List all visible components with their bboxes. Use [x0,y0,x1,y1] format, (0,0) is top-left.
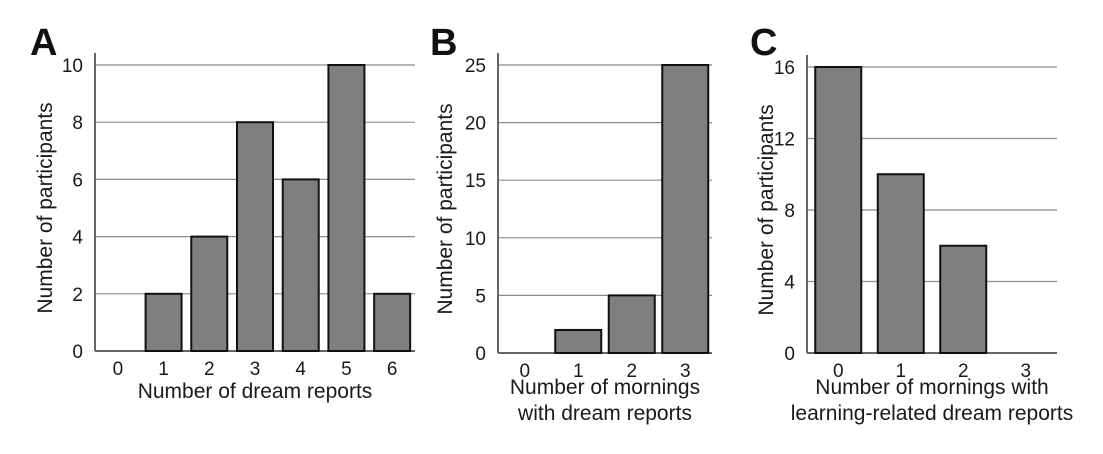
x-tick-label: 2 [958,361,969,382]
bar [190,235,229,353]
y-tick-label: 4 [784,273,795,294]
bar [661,64,710,354]
y-tick-label: 15 [465,171,486,192]
x-tick-label: 6 [387,359,398,380]
y-tick-label: 10 [62,56,83,77]
y-axis-title: Number of participants [34,102,57,313]
x-axis-title: learning-related dream reports [791,402,1073,425]
chart-panel-b: 0 5 10 15 20 25 0 1 2 3 B Number of participants Num… [430,22,712,425]
y-tick-label: 10 [465,229,486,250]
x-axis-title: with dream reports [517,402,692,425]
x-tick-label: 5 [341,359,352,380]
bar [327,64,366,352]
y-tick-label: 8 [72,113,83,134]
bar [144,292,183,352]
x-axis-title: Number of mornings with [815,376,1048,399]
bar [373,292,412,352]
x-tick-label: 2 [204,359,215,380]
y-tick-label: 12 [774,130,795,151]
bar [876,173,925,354]
y-tick-label: 0 [475,344,486,365]
x-tick-label: 4 [295,359,306,380]
panel-label: B [430,22,457,64]
x-tick-label: 3 [250,359,261,380]
y-tick-label: 5 [475,286,486,307]
x-tick-label: 1 [573,361,584,382]
y-tick-label: 20 [465,114,486,135]
y-tick-label: 16 [774,58,795,79]
y-tick-label: 4 [72,228,83,249]
y-tick-label: 6 [72,170,83,191]
bar [814,66,863,354]
bar [607,294,656,354]
x-tick-label: 0 [833,361,844,382]
y-tick-label: 8 [784,201,795,222]
x-tick-label: 2 [626,361,637,382]
panel-label: C [750,22,777,64]
bar [281,178,320,352]
x-tick-label: 1 [158,359,169,380]
y-tick-label: 25 [465,56,486,77]
panel-label: A [30,22,57,64]
chart-panel-a: 0 2 4 6 8 10 0 1 2 3 4 5 6 A Number of participants Num… [30,22,415,403]
y-tick-label: 0 [72,342,83,363]
y-axis-title: Number of participants [434,103,457,314]
x-axis-title: Number of dream reports [138,380,373,403]
y-axis-title: Number of participants [755,104,778,315]
bar [554,328,603,354]
x-tick-label: 1 [895,361,906,382]
x-axis-title: Number of mornings [510,376,700,399]
y-tick-label: 2 [72,285,83,306]
x-tick-label: 3 [1020,361,1031,382]
y-tick-label: 0 [784,344,795,365]
x-tick-label: 3 [680,361,691,382]
x-tick-label: 0 [519,361,530,382]
bar [939,244,988,354]
x-tick-label: 0 [113,359,124,380]
bar [236,121,274,352]
